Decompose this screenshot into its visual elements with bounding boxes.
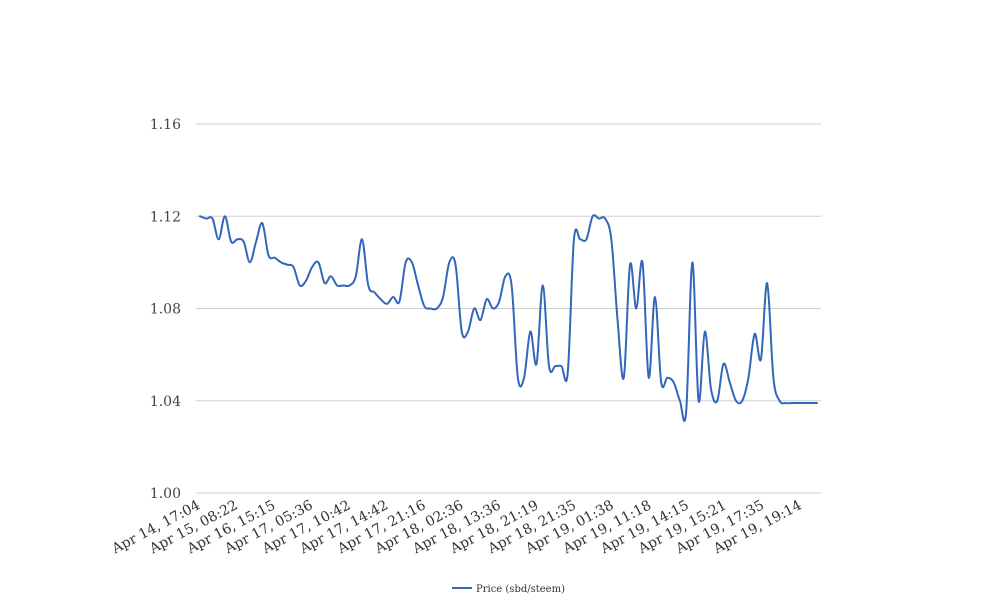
series-layer (199, 214, 818, 422)
y-tick-label: 1.00 (150, 486, 181, 502)
gridlines (196, 123, 821, 494)
y-tick-label: 1.12 (150, 209, 181, 225)
series-line-price (199, 214, 818, 422)
legend-label: Price (sbd/steem) (476, 584, 565, 595)
y-tick-label: 1.08 (150, 302, 181, 318)
y-axis-ticks: 1.00 1.04 1.08 1.12 1.16 (150, 117, 181, 502)
y-tick-label: 1.16 (150, 117, 181, 133)
y-tick-label: 1.04 (150, 394, 181, 410)
legend: Price (sbd/steem) (452, 584, 565, 595)
